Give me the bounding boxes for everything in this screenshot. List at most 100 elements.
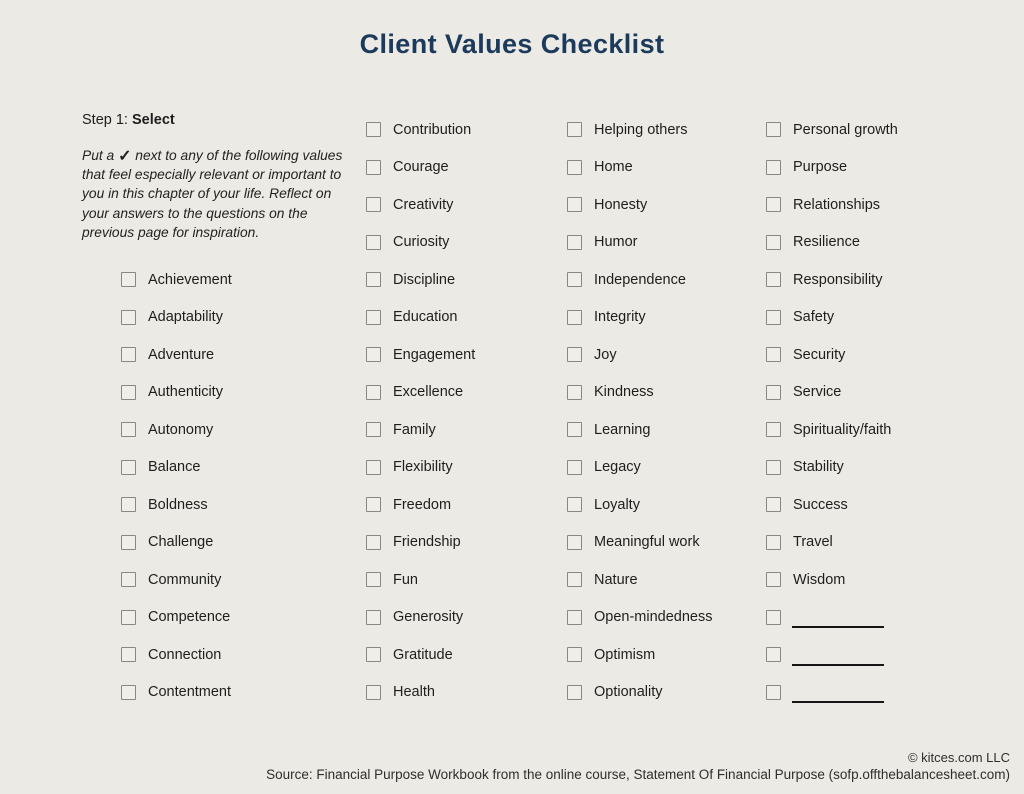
checkbox-achievement[interactable] — [121, 272, 136, 288]
checkbox-integrity[interactable] — [567, 309, 582, 325]
checkbox-optionality[interactable] — [567, 684, 582, 700]
checkbox-stability[interactable] — [766, 459, 781, 475]
checkbox-home[interactable] — [567, 159, 582, 175]
write-in-checkbox-3[interactable] — [766, 684, 781, 700]
checkbox-meaningful-work[interactable] — [567, 534, 582, 550]
checkbox-travel[interactable] — [766, 534, 781, 550]
checkbox-learning[interactable] — [567, 422, 582, 438]
checklist-item-label: Engagement — [393, 346, 476, 363]
checkbox-generosity[interactable] — [366, 609, 381, 625]
checklist-item-label: Personal growth — [793, 121, 898, 138]
write-in-line-1[interactable] — [792, 626, 884, 629]
write-in-line-3[interactable] — [792, 701, 884, 704]
checklist-item-legacy: Legacy — [567, 449, 763, 487]
checkbox-adaptability[interactable] — [121, 309, 136, 325]
checklist-item-label: Humor — [594, 234, 638, 251]
checkbox-security[interactable] — [766, 347, 781, 363]
checkbox-flexibility[interactable] — [366, 459, 381, 475]
checkbox-fun[interactable] — [366, 572, 381, 588]
checkbox-joy[interactable] — [567, 347, 582, 363]
checkbox-courage[interactable] — [366, 159, 381, 175]
checklist-item-label: Family — [393, 421, 436, 438]
checklist-column-3: Helping others Home Honesty Humor Indepe… — [567, 111, 763, 711]
checkbox-friendship[interactable] — [366, 534, 381, 550]
checkbox-education[interactable] — [366, 309, 381, 325]
checkbox-honesty[interactable] — [567, 197, 582, 213]
checkbox-responsibility[interactable] — [766, 272, 781, 288]
checklist-item-freedom: Freedom — [366, 486, 562, 524]
checkbox-purpose[interactable] — [766, 159, 781, 175]
checkbox-wisdom[interactable] — [766, 572, 781, 588]
checklist-item-autonomy: Autonomy — [82, 411, 362, 449]
checkbox-safety[interactable] — [766, 309, 781, 325]
checkbox-contribution[interactable] — [366, 122, 381, 138]
checklist-item-label: Contribution — [393, 121, 472, 138]
write-in-checkbox-2[interactable] — [766, 647, 781, 663]
checkbox-family[interactable] — [366, 422, 381, 438]
checkbox-excellence[interactable] — [366, 384, 381, 400]
checkbox-competence[interactable] — [121, 609, 136, 625]
checkbox-helping-others[interactable] — [567, 122, 582, 138]
checkbox-engagement[interactable] — [366, 347, 381, 363]
checklist-item-contribution: Contribution — [366, 111, 562, 149]
checklist-item-label: Community — [148, 571, 222, 588]
instructions-block: Step 1: Select Put a ✓ next to any of th… — [82, 111, 354, 261]
checkbox-authenticity[interactable] — [121, 384, 136, 400]
checkbox-optimism[interactable] — [567, 647, 582, 663]
checkbox-balance[interactable] — [121, 459, 136, 475]
checkbox-personal-growth[interactable] — [766, 122, 781, 138]
checklist-write-in-item — [766, 636, 976, 674]
checkbox-spirituality-faith[interactable] — [766, 422, 781, 438]
checklist-item-label: Purpose — [793, 159, 848, 176]
checklist-item-balance: Balance — [82, 449, 362, 487]
checklist-item-label: Education — [393, 309, 458, 326]
checkbox-resilience[interactable] — [766, 234, 781, 250]
checkbox-legacy[interactable] — [567, 459, 582, 475]
checkbox-autonomy[interactable] — [121, 422, 136, 438]
checklist-item-label: Wisdom — [793, 571, 846, 588]
checklist-item-engagement: Engagement — [366, 336, 562, 374]
checklist-item-label: Adventure — [148, 346, 215, 363]
checkbox-humor[interactable] — [567, 234, 582, 250]
checklist-item-label: Responsibility — [793, 271, 883, 288]
checkbox-gratitude[interactable] — [366, 647, 381, 663]
checkbox-success[interactable] — [766, 497, 781, 513]
checklist-item-label: Success — [793, 496, 848, 513]
copyright-text: © kitces.com LLC — [907, 750, 1010, 765]
write-in-line-2[interactable] — [792, 663, 884, 666]
checkbox-community[interactable] — [121, 572, 136, 588]
checkbox-creativity[interactable] — [366, 197, 381, 213]
checkbox-service[interactable] — [766, 384, 781, 400]
checkbox-discipline[interactable] — [366, 272, 381, 288]
checkbox-curiosity[interactable] — [366, 234, 381, 250]
checkbox-challenge[interactable] — [121, 534, 136, 550]
checklist-item-courage: Courage — [366, 149, 562, 187]
source-text: Source: Financial Purpose Workbook from … — [266, 767, 1010, 782]
checkbox-nature[interactable] — [567, 572, 582, 588]
checkbox-freedom[interactable] — [366, 497, 381, 513]
checkbox-independence[interactable] — [567, 272, 582, 288]
checkbox-relationships[interactable] — [766, 197, 781, 213]
checklist-item-label: Optionality — [594, 684, 663, 701]
checklist-write-in-item — [766, 674, 976, 712]
checkbox-contentment[interactable] — [121, 684, 136, 700]
checkbox-boldness[interactable] — [121, 497, 136, 513]
checklist-item-integrity: Integrity — [567, 299, 763, 337]
checkbox-loyalty[interactable] — [567, 497, 582, 513]
checklist-item-label: Loyalty — [594, 496, 640, 513]
checkbox-adventure[interactable] — [121, 347, 136, 363]
page-footer: © kitces.com LLC Source: Financial Purpo… — [266, 749, 1010, 783]
checklist-item-label: Challenge — [148, 534, 214, 551]
checklist-item-label: Freedom — [393, 496, 452, 513]
checkbox-kindness[interactable] — [567, 384, 582, 400]
checklist-item-label: Integrity — [594, 309, 646, 326]
checkbox-open-mindedness[interactable] — [567, 609, 582, 625]
checklist-item-success: Success — [766, 486, 976, 524]
checklist-item-optimism: Optimism — [567, 636, 763, 674]
checkbox-health[interactable] — [366, 684, 381, 700]
checklist-item-boldness: Boldness — [82, 486, 362, 524]
checklist-item-label: Resilience — [793, 234, 860, 251]
checklist-item-label: Relationships — [793, 196, 881, 213]
checkbox-connection[interactable] — [121, 647, 136, 663]
write-in-checkbox-1[interactable] — [766, 609, 781, 625]
